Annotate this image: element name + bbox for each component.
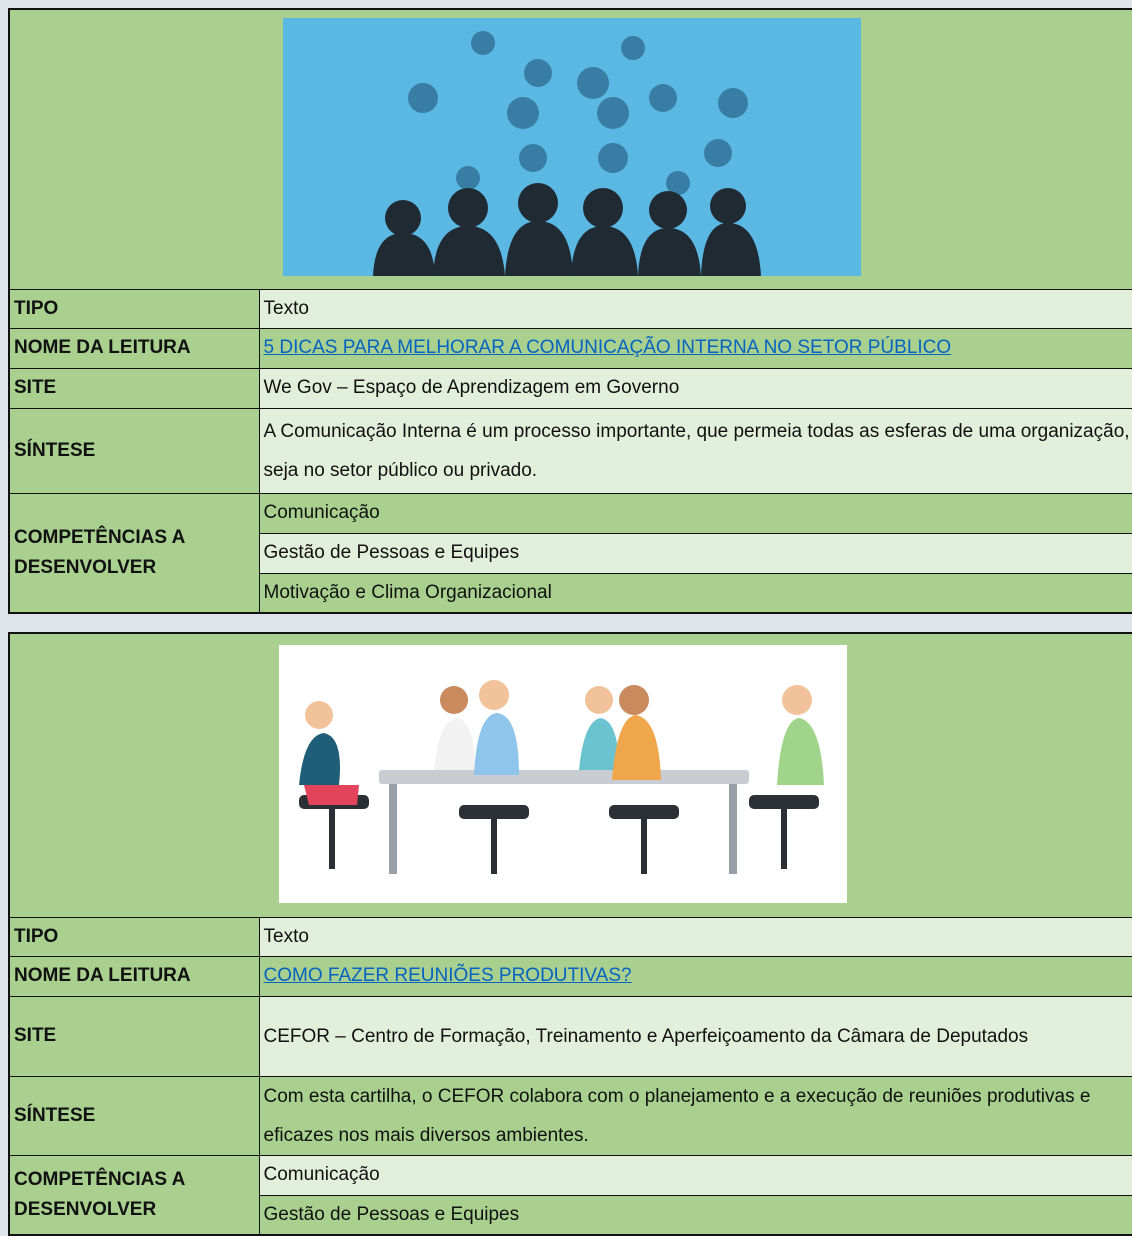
value: Com esta cartilha, o CEFOR colabora com … (258, 1075, 1132, 1156)
label: NOME DA LEITURA (8, 955, 260, 997)
value: Motivação e Clima Organizacional (258, 572, 1132, 614)
value-cell: 5 DICAS PARA MELHORAR A COMUNICAÇÃO INTE… (258, 327, 1132, 369)
label: TIPO (8, 288, 260, 329)
value: Comunicação (258, 1154, 1132, 1196)
label: TIPO (8, 916, 260, 957)
value: We Gov – Espaço de Aprendizagem em Gover… (258, 367, 1132, 409)
value: Texto (258, 916, 1132, 957)
value: Gestão de Pessoas e Equipes (258, 1194, 1132, 1236)
reading-link[interactable]: COMO FAZER REUNIÕES PRODUTIVAS? (263, 965, 632, 986)
value: A Comunicação Interna é um processo impo… (258, 407, 1132, 494)
label: COMPETÊNCIAS A DESENVOLVER (8, 1154, 260, 1236)
reading-card: TIPO Texto NOME DA LEITURA 5 DICAS PARA ME… (8, 8, 1132, 614)
image-cell (8, 8, 1132, 290)
label: SÍNTESE (8, 407, 260, 494)
value-cell: COMO FAZER REUNIÕES PRODUTIVAS? (258, 955, 1132, 997)
label: SITE (8, 995, 260, 1077)
reading-link[interactable]: 5 DICAS PARA MELHORAR A COMUNICAÇÃO INTE… (263, 337, 952, 358)
label: NOME DA LEITURA (8, 327, 260, 369)
value: Gestão de Pessoas e Equipes (258, 532, 1132, 574)
label: SÍNTESE (8, 1075, 260, 1156)
image-cell (8, 632, 1132, 918)
value: Texto (258, 288, 1132, 329)
illustration (283, 18, 861, 276)
label: SITE (8, 367, 260, 409)
value: CEFOR – Centro de Formação, Treinamento … (258, 995, 1132, 1077)
reading-card: TIPO Texto NOME DA LEITURA COMO FAZER REUN… (8, 632, 1132, 1236)
illustration (279, 645, 847, 903)
value: Comunicação (258, 492, 1132, 534)
label: COMPETÊNCIAS A DESENVOLVER (8, 492, 260, 614)
